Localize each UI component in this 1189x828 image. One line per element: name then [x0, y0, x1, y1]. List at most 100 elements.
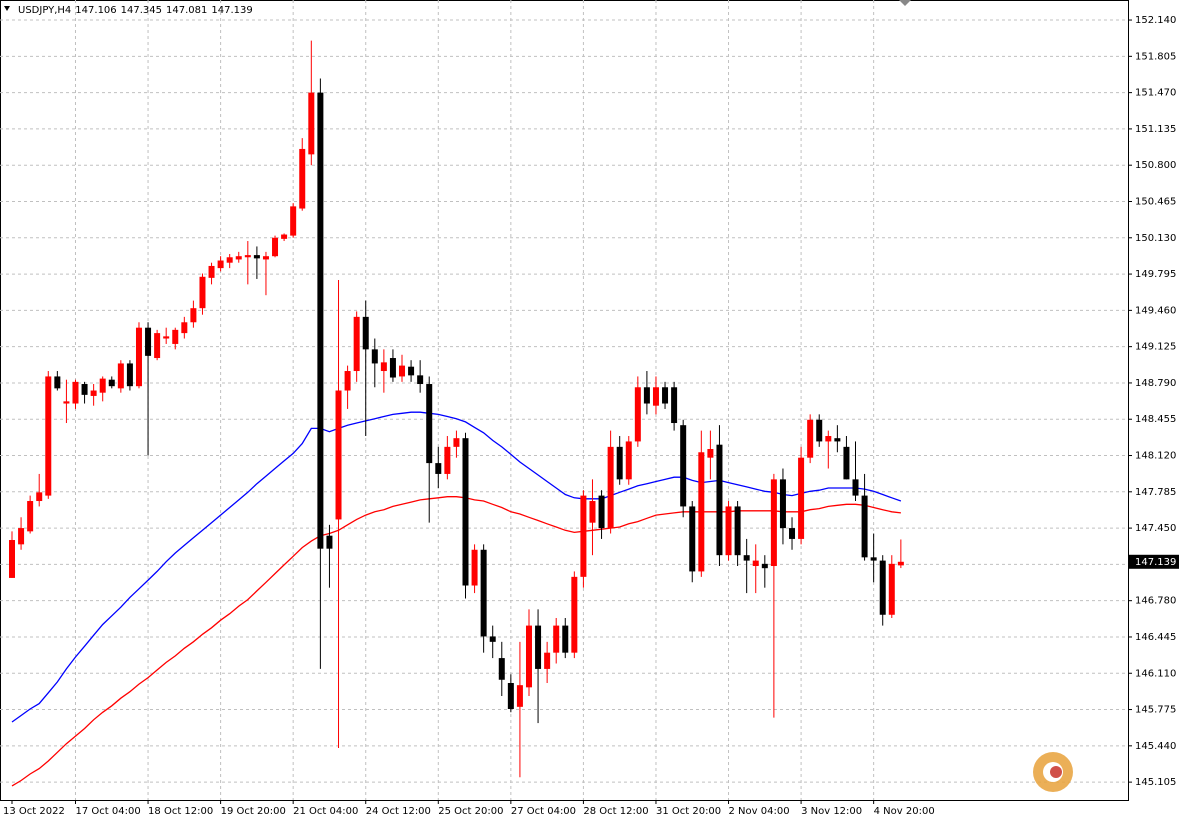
candle-body	[462, 438, 469, 586]
candle-body	[897, 561, 904, 566]
grid	[0, 0, 1128, 800]
candle-body	[861, 495, 868, 558]
y-tick-label: 150.465	[1135, 196, 1176, 207]
candle-body	[27, 501, 34, 532]
x-tick-label: 19 Oct 20:00	[221, 806, 286, 817]
candle-body	[453, 438, 460, 447]
candle-body	[498, 658, 505, 680]
candle-body	[770, 479, 777, 567]
candle-body	[63, 401, 70, 404]
ma-line	[11, 496, 901, 787]
candle-body	[417, 375, 424, 385]
candle-body	[117, 363, 124, 389]
candle-body	[190, 308, 197, 323]
candle-body	[308, 92, 315, 155]
y-tick-label: 149.125	[1135, 342, 1176, 353]
candle-body	[571, 576, 578, 653]
candle-body	[589, 501, 596, 523]
x-tick-label: 18 Oct 12:00	[148, 806, 213, 817]
candle-body	[879, 560, 886, 615]
candle-body	[634, 387, 641, 442]
candle-body	[888, 563, 895, 615]
candle-body	[54, 376, 61, 389]
candle-body	[580, 495, 587, 577]
candle-body	[45, 376, 52, 496]
current-price-box	[1129, 554, 1179, 569]
x-tick-label: 24 Oct 12:00	[366, 806, 431, 817]
candle-body	[426, 384, 433, 464]
candle-body	[262, 256, 269, 260]
candle-body	[126, 363, 133, 387]
candles	[9, 40, 904, 778]
candle-body	[317, 92, 324, 549]
shift-marker	[899, 0, 911, 6]
header: USDJPY,H4 147.106 147.345 147.081 147.139	[18, 5, 253, 16]
candle-body	[680, 425, 687, 507]
candle-body	[235, 256, 242, 260]
open-price: 147.106	[75, 5, 116, 16]
y-tick-label: 145.440	[1135, 741, 1176, 752]
candle-body	[181, 322, 188, 334]
candle-body	[716, 444, 723, 556]
candle-body	[435, 463, 442, 474]
candle-body	[553, 625, 560, 653]
candle-body	[535, 625, 542, 669]
candle-body	[471, 549, 478, 586]
candle-body	[779, 479, 786, 529]
candle-body	[99, 378, 106, 393]
candle-body	[244, 255, 251, 258]
y-tick-label: 145.775	[1135, 705, 1176, 716]
candle-body	[562, 625, 569, 653]
candle-body	[734, 506, 741, 556]
candle-body	[444, 446, 451, 474]
y-tick-label: 151.470	[1135, 88, 1176, 99]
candle-body	[389, 358, 396, 378]
plot-frame	[0, 0, 1129, 801]
candle-body	[852, 479, 859, 496]
candle-body	[698, 452, 705, 572]
candle-body	[380, 362, 387, 372]
candle-body	[662, 387, 669, 404]
x-tick-label: 13 Oct 2022	[3, 806, 65, 817]
candle-body	[72, 381, 79, 404]
logo-dot	[1050, 766, 1062, 778]
candle-body	[625, 441, 632, 480]
candle-body	[652, 387, 659, 406]
y-tick-label: 145.105	[1135, 777, 1176, 788]
candle-body	[789, 528, 796, 539]
y-tick-label: 150.130	[1135, 233, 1176, 244]
candle-body	[807, 419, 814, 458]
candle-body	[525, 625, 532, 688]
candle-body	[643, 387, 650, 404]
candle-body	[281, 234, 288, 239]
candle-body	[408, 366, 415, 376]
symbol: USDJPY,H4	[18, 5, 71, 16]
candle-body	[489, 636, 496, 642]
y-tick-label: 149.460	[1135, 305, 1176, 316]
candle-body	[399, 365, 406, 377]
candle-body	[36, 492, 43, 502]
watermark	[1033, 752, 1073, 792]
candle-body	[752, 560, 759, 567]
candle-body	[135, 327, 142, 387]
candle-body	[326, 535, 333, 549]
x-tick-label: 2 Nov 04:00	[729, 806, 790, 817]
candle-body	[480, 549, 487, 637]
candle-body	[18, 528, 25, 545]
candle-body	[870, 557, 877, 561]
candle-body	[290, 206, 297, 236]
candle-body	[299, 148, 306, 209]
candle-body	[761, 563, 768, 569]
y-tick-label: 148.790	[1135, 378, 1176, 389]
menu-arrow[interactable]	[4, 6, 10, 11]
candle-body	[154, 333, 161, 359]
x-tick-label: 31 Oct 20:00	[656, 806, 721, 817]
candle-body	[172, 329, 179, 344]
candle-body	[353, 316, 360, 372]
candle-body	[272, 237, 279, 257]
candle-body	[825, 436, 832, 442]
y-tick-label: 150.800	[1135, 160, 1176, 171]
candle-body	[607, 446, 614, 529]
